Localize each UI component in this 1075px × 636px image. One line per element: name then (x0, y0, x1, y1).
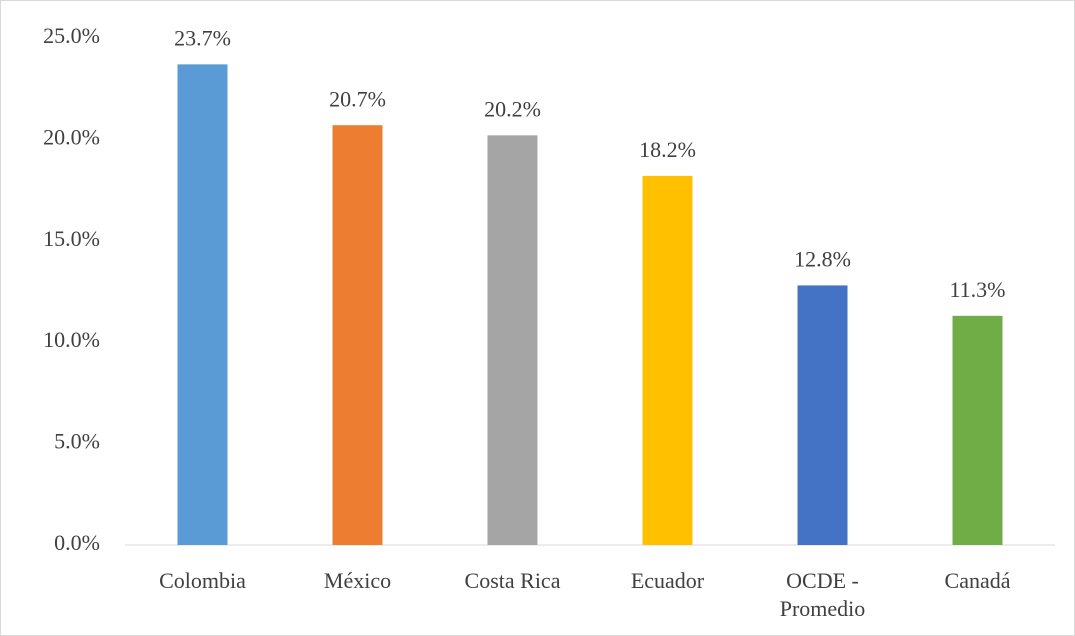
data-label: 12.8% (794, 246, 851, 271)
y-tick-label: 20.0% (43, 124, 100, 149)
bar (177, 64, 228, 545)
data-label: 11.3% (949, 277, 1005, 302)
x-tick-label: OCDE - Promedio (779, 568, 866, 621)
y-tick-label: 10.0% (43, 327, 100, 352)
bar (487, 135, 538, 545)
data-label: 18.2% (639, 137, 696, 162)
x-tick-label: Ecuador (630, 568, 705, 593)
x-tick-label: Costa Rica (464, 568, 561, 593)
data-label: 20.2% (484, 96, 541, 121)
data-label: 23.7% (174, 25, 231, 50)
y-tick-label: 25.0% (43, 23, 100, 48)
data-label: 20.7% (329, 86, 386, 111)
bar (797, 285, 848, 545)
x-tick-label: Canadá (944, 568, 1011, 593)
y-tick-label: 0.0% (54, 530, 100, 555)
y-tick-label: 15.0% (43, 226, 100, 251)
bar (332, 125, 383, 545)
bar (952, 315, 1003, 545)
x-tick-label: Colombia (159, 568, 246, 593)
x-tick-label: México (323, 568, 392, 593)
bar (642, 175, 693, 546)
y-tick-label: 5.0% (54, 429, 100, 454)
